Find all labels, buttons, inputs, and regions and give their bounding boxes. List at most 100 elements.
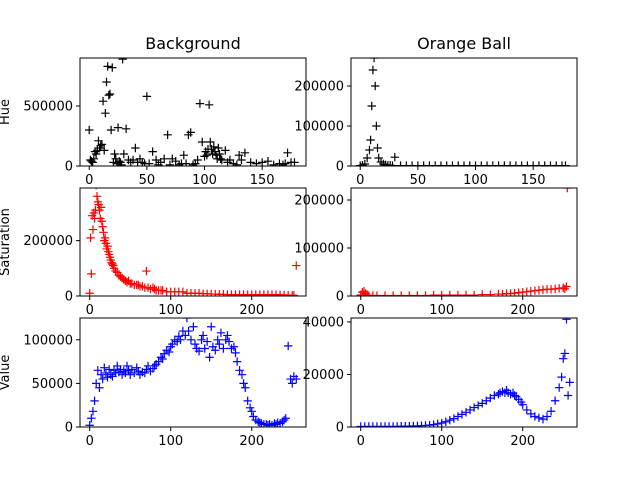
data-point	[362, 153, 372, 163]
data-point	[96, 370, 106, 379]
data-point	[292, 374, 301, 384]
data-point	[209, 142, 218, 151]
data-point	[108, 63, 117, 72]
data-point	[367, 101, 376, 111]
data-point	[158, 354, 167, 364]
data-point	[159, 154, 169, 163]
axes-frame	[79, 187, 307, 297]
data-point	[554, 383, 564, 392]
data-point	[368, 65, 378, 75]
data-point	[142, 92, 152, 101]
data-point	[290, 158, 299, 166]
data-point	[372, 121, 381, 131]
data-points	[85, 188, 301, 296]
data-point	[369, 58, 379, 63]
data-point	[200, 344, 209, 353]
x-tick-label: 100	[158, 434, 183, 449]
data-point	[95, 383, 104, 392]
data-point	[85, 421, 94, 427]
data-point	[163, 130, 172, 139]
data-point	[110, 149, 119, 159]
data-point	[211, 346, 220, 355]
data-point	[457, 410, 467, 419]
subplot-title: Background	[145, 34, 240, 53]
data-point	[102, 77, 111, 87]
data-point	[237, 370, 247, 379]
data-point	[216, 328, 226, 338]
data-point	[164, 347, 174, 357]
x-tick-label: 50	[410, 173, 427, 188]
data-point	[560, 349, 570, 358]
data-point	[437, 418, 446, 427]
data-point	[98, 222, 107, 231]
data-point	[96, 141, 105, 150]
data-point	[542, 412, 552, 421]
data-point	[550, 396, 560, 405]
y-tick-label: 200000	[294, 194, 344, 209]
data-point	[214, 143, 223, 153]
data-point	[190, 339, 200, 349]
data-point	[445, 415, 455, 425]
x-tick-label: 0	[357, 434, 365, 449]
data-point	[237, 155, 246, 165]
data-point	[89, 154, 99, 163]
data-point	[281, 159, 290, 166]
data-point	[193, 155, 202, 165]
data-point	[140, 368, 150, 378]
data-point	[453, 290, 463, 296]
data-point	[113, 123, 123, 132]
data-point	[178, 287, 188, 296]
data-point	[235, 366, 244, 375]
data-point	[186, 128, 195, 137]
data-point	[449, 414, 459, 423]
x-tick-label: 0	[357, 303, 365, 318]
y-axis-label: Hue	[0, 99, 13, 125]
data-point	[202, 337, 212, 346]
data-point	[563, 188, 572, 193]
data-point	[85, 289, 94, 296]
data-point	[257, 158, 267, 166]
data-point	[158, 286, 167, 295]
x-tick-label: 0	[86, 303, 94, 318]
data-point	[99, 228, 108, 237]
axes-frame	[350, 57, 578, 167]
data-point	[150, 284, 159, 294]
data-point	[119, 149, 129, 159]
data-point	[246, 158, 255, 166]
data-point	[92, 192, 102, 201]
data-point	[390, 153, 400, 162]
data-point	[289, 291, 299, 296]
y-tick-label: 0	[336, 160, 344, 175]
data-point	[171, 157, 180, 166]
y-tick-label: 0	[336, 290, 344, 305]
axes-frame	[79, 57, 307, 167]
data-point	[360, 159, 370, 166]
data-point	[205, 353, 214, 362]
data-point	[429, 420, 438, 427]
data-point	[151, 155, 161, 165]
y-tick-label: 40000	[303, 315, 344, 330]
data-point	[223, 331, 232, 340]
data-point	[231, 348, 240, 358]
data-point	[165, 160, 175, 166]
data-point	[510, 391, 519, 400]
data-point	[225, 155, 235, 165]
data-point	[92, 379, 101, 388]
data-point	[562, 282, 571, 291]
data-point	[292, 261, 301, 270]
y-tick-label: 20000	[303, 368, 344, 383]
data-point	[98, 374, 107, 384]
y-axis-label: Saturation	[0, 208, 13, 276]
data-point	[174, 332, 184, 341]
data-point	[445, 290, 455, 296]
data-point	[194, 346, 204, 356]
data-point	[87, 414, 96, 423]
data-point	[255, 418, 265, 427]
data-point	[206, 137, 215, 147]
data-point	[122, 361, 132, 371]
data-point	[365, 145, 374, 155]
data-point	[247, 407, 256, 416]
data-point	[126, 370, 135, 379]
data-point	[486, 290, 495, 296]
